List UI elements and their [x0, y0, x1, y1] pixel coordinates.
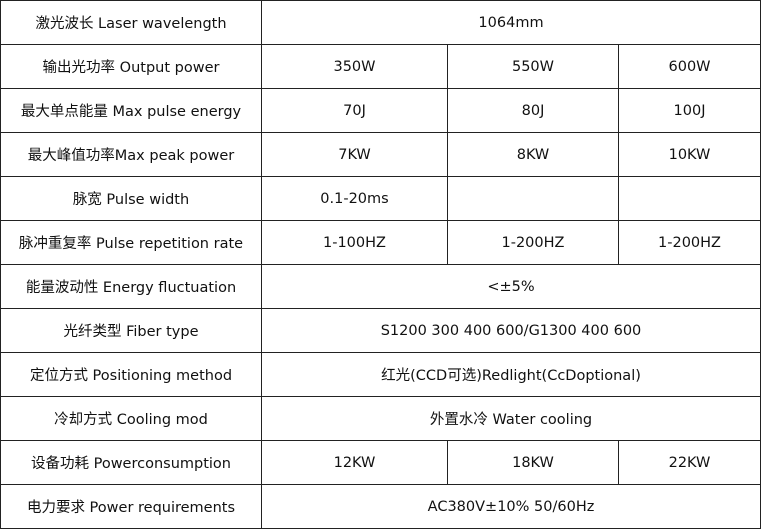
cell: 12KW [261, 440, 448, 485]
row: 定位方式 Positioning method 红光(CCD可选)Redlight… [0, 352, 761, 397]
cell: 红光(CCD可选)Redlight(CcDoptional) [260, 352, 761, 397]
cell: 80J [447, 88, 619, 133]
cell: 550W [447, 44, 619, 89]
row-label: 能量波动性 Energy fluctuation [0, 264, 262, 309]
cell: 600W [617, 44, 761, 89]
row: 最大单点能量 Max pulse energy 70J 80J 100J [0, 88, 761, 133]
cell: 22KW [617, 440, 761, 485]
row-label: 输出光功率 Output power [0, 44, 262, 89]
row-label: 脉冲重复率 Pulse repetition rate [0, 220, 262, 265]
cell: AC380V±10% 50/60Hz [260, 484, 761, 529]
empty-cell [617, 176, 761, 221]
row: 输出光功率 Output power 350W 550W 600W [0, 44, 761, 89]
cell: 外置水冷 Water cooling [260, 396, 761, 441]
cell: 8KW [447, 132, 619, 177]
row: 最大峰值功率Max peak power 7KW 8KW 10KW [0, 132, 761, 177]
row-label: 电力要求 Power requirements [0, 484, 262, 529]
row-label: 设备功耗 Powerconsumption [0, 440, 262, 485]
cell: 10KW [617, 132, 761, 177]
cell: 1-200HZ [447, 220, 619, 265]
row-label: 激光波长 Laser wavelength [0, 0, 262, 45]
row: 脉冲重复率 Pulse repetition rate 1-100HZ 1-200H… [0, 220, 761, 265]
row: 激光波长 Laser wavelength 1064mm [0, 0, 761, 45]
cell: 7KW [261, 132, 448, 177]
row-label: 最大单点能量 Max pulse energy [0, 88, 262, 133]
cell: 350W [261, 44, 448, 89]
empty-cell [447, 176, 619, 221]
row-label: 最大峰值功率Max peak power [0, 132, 262, 177]
row-label: 光纤类型 Fiber type [0, 308, 262, 353]
row: 脉宽 Pulse width 0.1-20ms [0, 176, 761, 221]
row-label: 脉宽 Pulse width [0, 176, 262, 221]
cell: 1-100HZ [261, 220, 448, 265]
row: 设备功耗 Powerconsumption 12KW 18KW 22KW [0, 440, 761, 485]
row: 电力要求 Power requirements AC380V±10% 50/60H… [0, 484, 761, 529]
row: 光纤类型 Fiber type S1200 300 400 600/G1300 4… [0, 308, 761, 353]
row: 冷却方式 Cooling mod 外置水冷 Water cooling [0, 396, 761, 441]
cell: 18KW [447, 440, 619, 485]
cell: 1-200HZ [617, 220, 761, 265]
cell: S1200 300 400 600/G1300 400 600 [260, 308, 761, 353]
row-label: 定位方式 Positioning method [0, 352, 262, 397]
cell: 70J [261, 88, 448, 133]
row-label: 冷却方式 Cooling mod [0, 396, 262, 441]
cell: 0.1-20ms [261, 176, 448, 221]
cell: 1064mm [260, 0, 761, 45]
cell: 100J [617, 88, 761, 133]
row: 能量波动性 Energy fluctuation <±5% [0, 264, 761, 309]
cell: <±5% [260, 264, 761, 309]
